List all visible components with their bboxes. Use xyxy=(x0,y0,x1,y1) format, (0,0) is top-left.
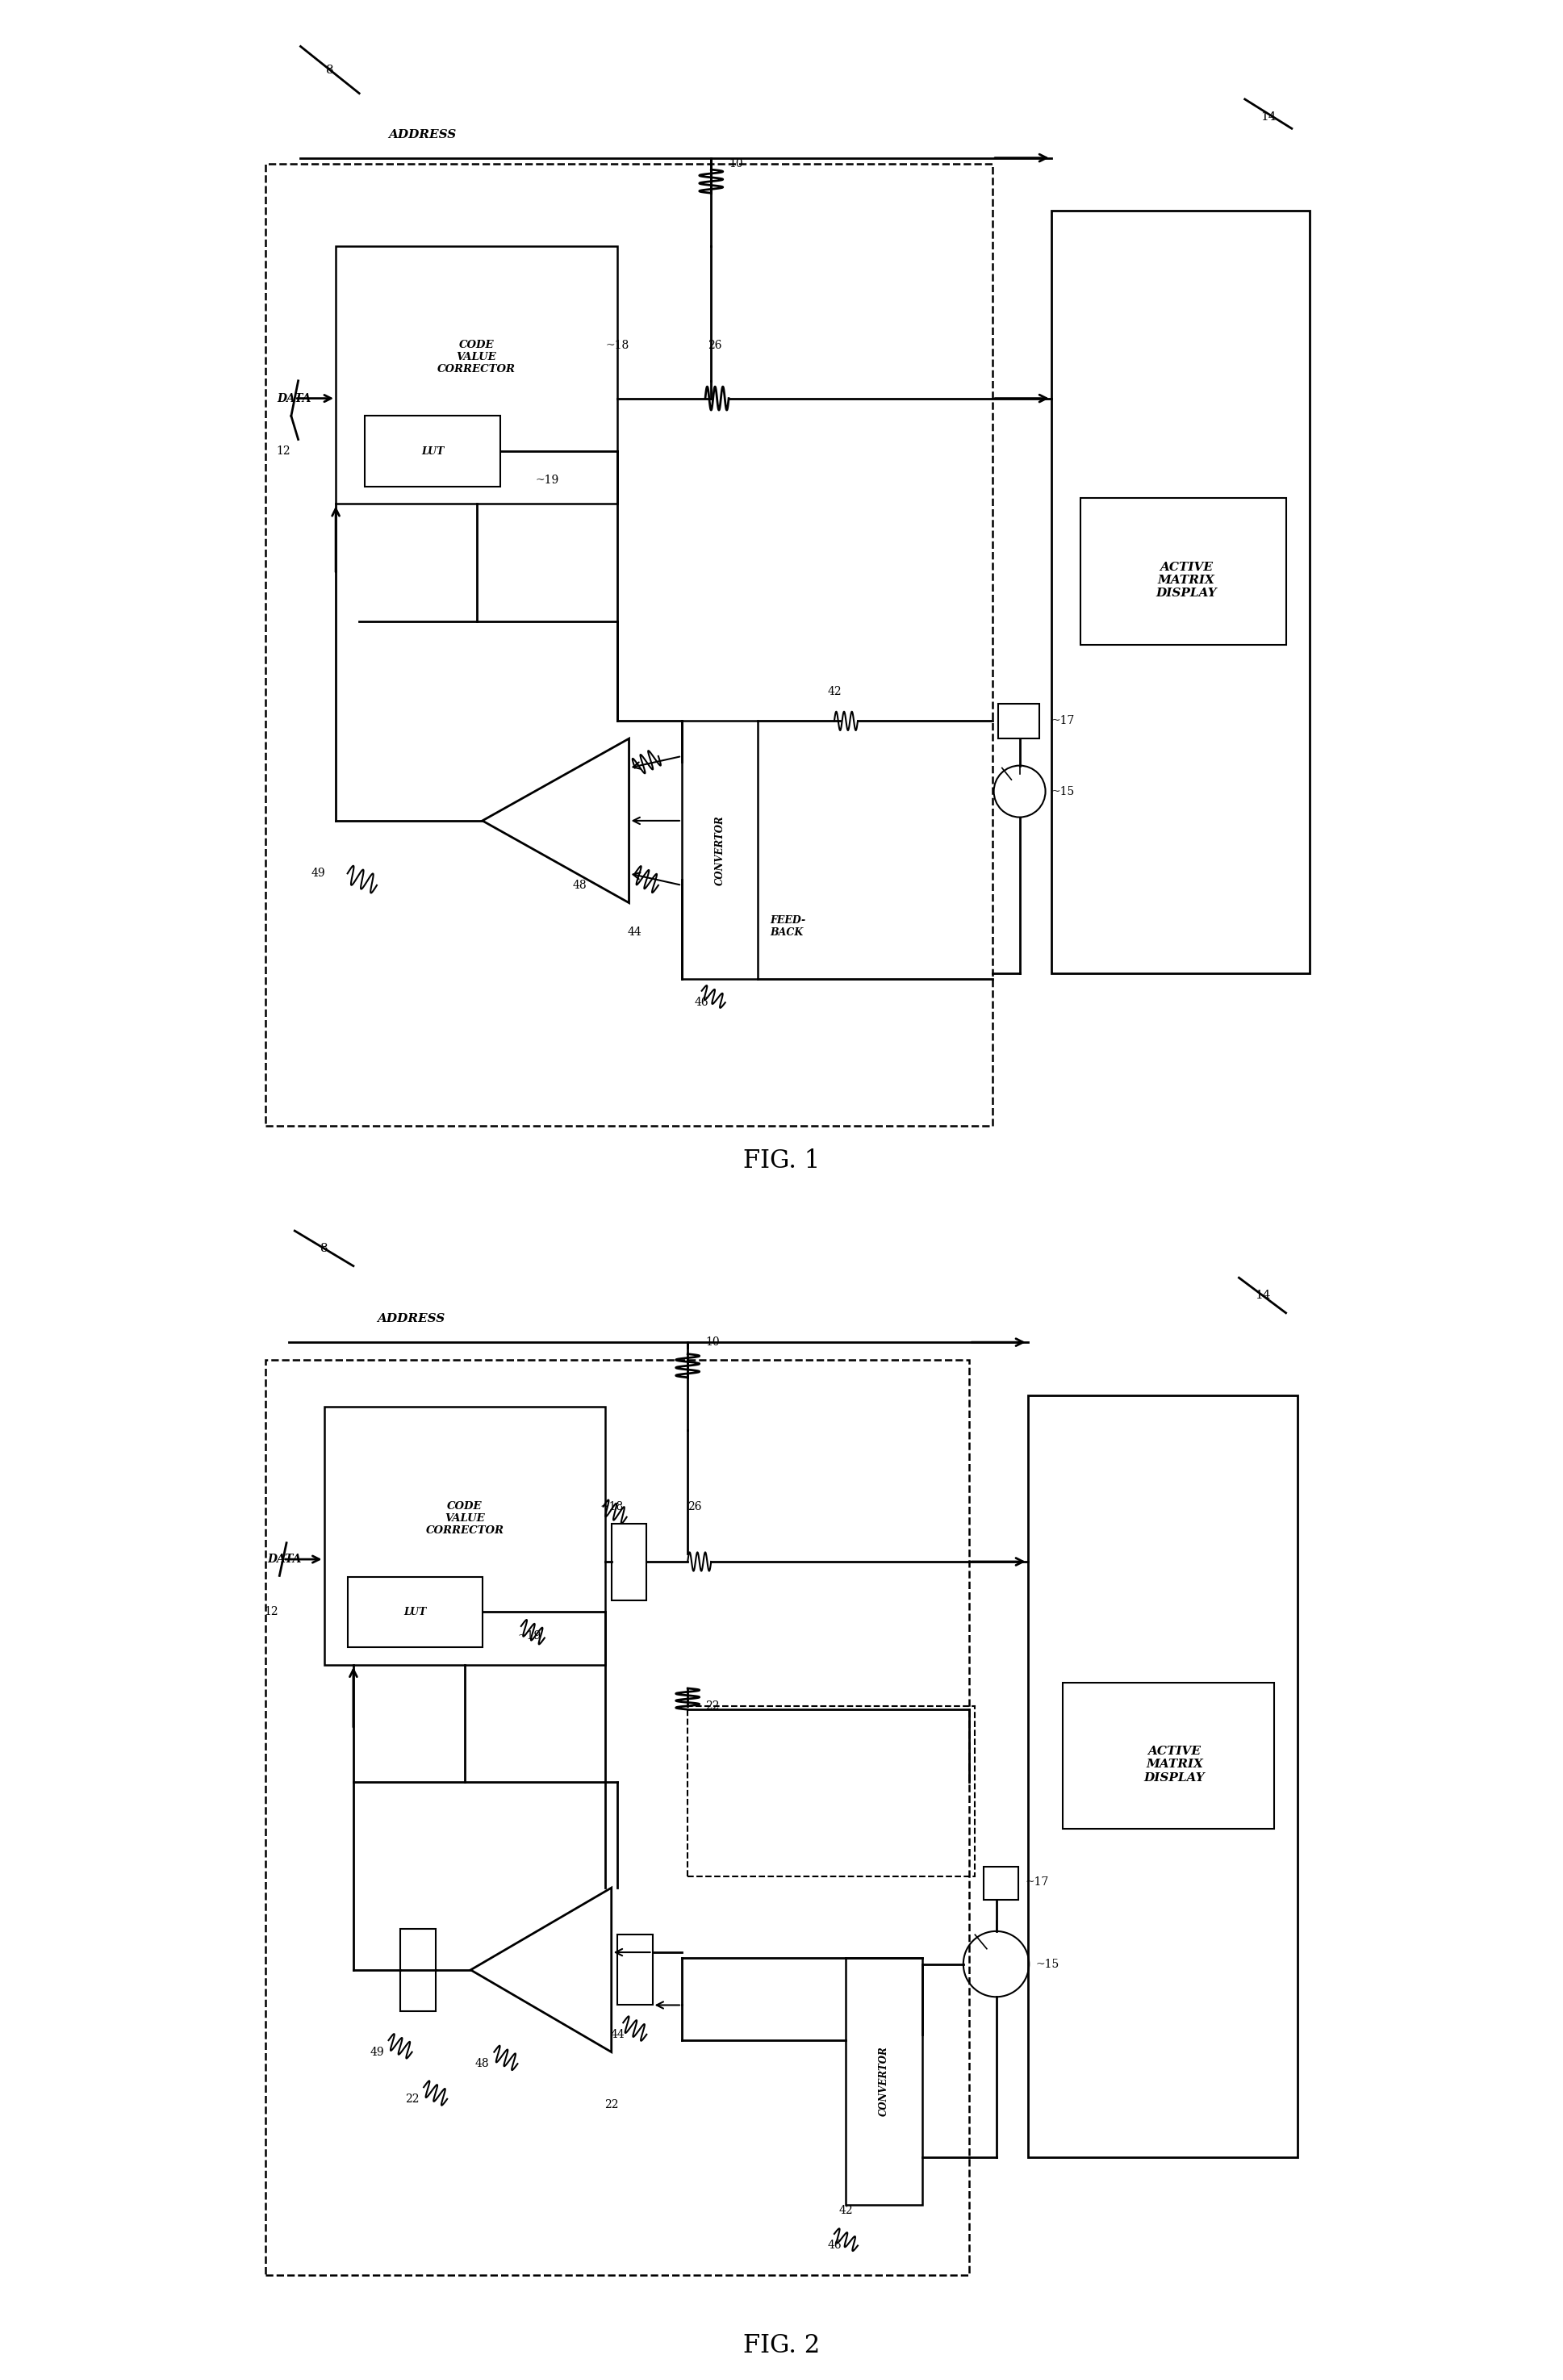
Text: 49: 49 xyxy=(370,2047,384,2059)
Text: 12: 12 xyxy=(275,445,291,457)
Text: 46: 46 xyxy=(827,2240,841,2251)
Text: CONVERTOR: CONVERTOR xyxy=(714,814,725,885)
Text: 44: 44 xyxy=(610,2028,625,2040)
Text: 42: 42 xyxy=(827,685,841,697)
Text: CONVERTOR: CONVERTOR xyxy=(878,2047,889,2116)
Text: 48: 48 xyxy=(572,881,586,890)
Bar xyxy=(366,416,500,486)
Bar xyxy=(336,245,617,505)
Bar xyxy=(266,164,993,1126)
Bar xyxy=(617,1935,652,2004)
Text: FIG. 2: FIG. 2 xyxy=(742,2332,821,2359)
Text: 10: 10 xyxy=(705,1338,719,1347)
Text: 22: 22 xyxy=(705,1699,719,1711)
Bar xyxy=(1080,497,1286,645)
Text: ~17: ~17 xyxy=(1052,716,1075,726)
Text: 46: 46 xyxy=(694,997,710,1009)
Text: DATA: DATA xyxy=(267,1554,302,1566)
Text: ~18: ~18 xyxy=(605,340,630,352)
Text: FEED-
BACK: FEED- BACK xyxy=(769,914,805,938)
Text: ACTIVE
MATRIX
DISPLAY: ACTIVE MATRIX DISPLAY xyxy=(1155,562,1216,600)
Text: 42: 42 xyxy=(839,2204,853,2216)
Bar xyxy=(1052,212,1310,973)
Text: LUT: LUT xyxy=(420,445,444,457)
Bar xyxy=(1028,1395,1297,2159)
Bar xyxy=(681,721,758,978)
Text: FIG. 1: FIG. 1 xyxy=(742,1150,821,1173)
Text: ACTIVE
MATRIX
DISPLAY: ACTIVE MATRIX DISPLAY xyxy=(1144,1747,1205,1783)
Text: 12: 12 xyxy=(264,1606,278,1618)
Text: 49: 49 xyxy=(311,869,325,878)
Bar xyxy=(324,1407,605,1666)
Text: 22: 22 xyxy=(405,2094,419,2104)
Bar xyxy=(846,1959,922,2204)
Text: 14: 14 xyxy=(1260,112,1275,121)
Bar xyxy=(400,1928,436,2011)
Text: DATA: DATA xyxy=(277,393,311,405)
Text: CODE
VALUE
CORRECTOR: CODE VALUE CORRECTOR xyxy=(438,340,516,374)
Text: ~17: ~17 xyxy=(1025,1875,1049,1887)
Bar xyxy=(1063,1683,1274,1830)
Text: 48: 48 xyxy=(475,2059,489,2071)
Text: ~19: ~19 xyxy=(535,476,560,486)
Text: ~15: ~15 xyxy=(1036,1959,1060,1971)
Text: 22: 22 xyxy=(605,2099,619,2111)
Text: CODE
VALUE
CORRECTOR: CODE VALUE CORRECTOR xyxy=(425,1502,503,1535)
Text: 44: 44 xyxy=(628,926,642,938)
Text: ~18: ~18 xyxy=(600,1502,624,1511)
Bar xyxy=(266,1359,969,2275)
Bar xyxy=(611,1523,647,1599)
Text: 8: 8 xyxy=(327,64,334,76)
Text: 14: 14 xyxy=(1255,1290,1271,1302)
Text: 26: 26 xyxy=(688,1502,702,1511)
Bar xyxy=(983,1866,1019,1899)
Text: ADDRESS: ADDRESS xyxy=(389,129,456,140)
Text: LUT: LUT xyxy=(403,1606,427,1618)
Bar xyxy=(999,704,1039,738)
Text: 8: 8 xyxy=(320,1242,328,1254)
Bar xyxy=(347,1578,483,1647)
Text: ~19: ~19 xyxy=(517,1630,541,1642)
Text: 26: 26 xyxy=(708,340,722,352)
Text: ADDRESS: ADDRESS xyxy=(377,1314,445,1323)
Text: 10: 10 xyxy=(728,157,742,169)
Text: ~15: ~15 xyxy=(1052,785,1075,797)
